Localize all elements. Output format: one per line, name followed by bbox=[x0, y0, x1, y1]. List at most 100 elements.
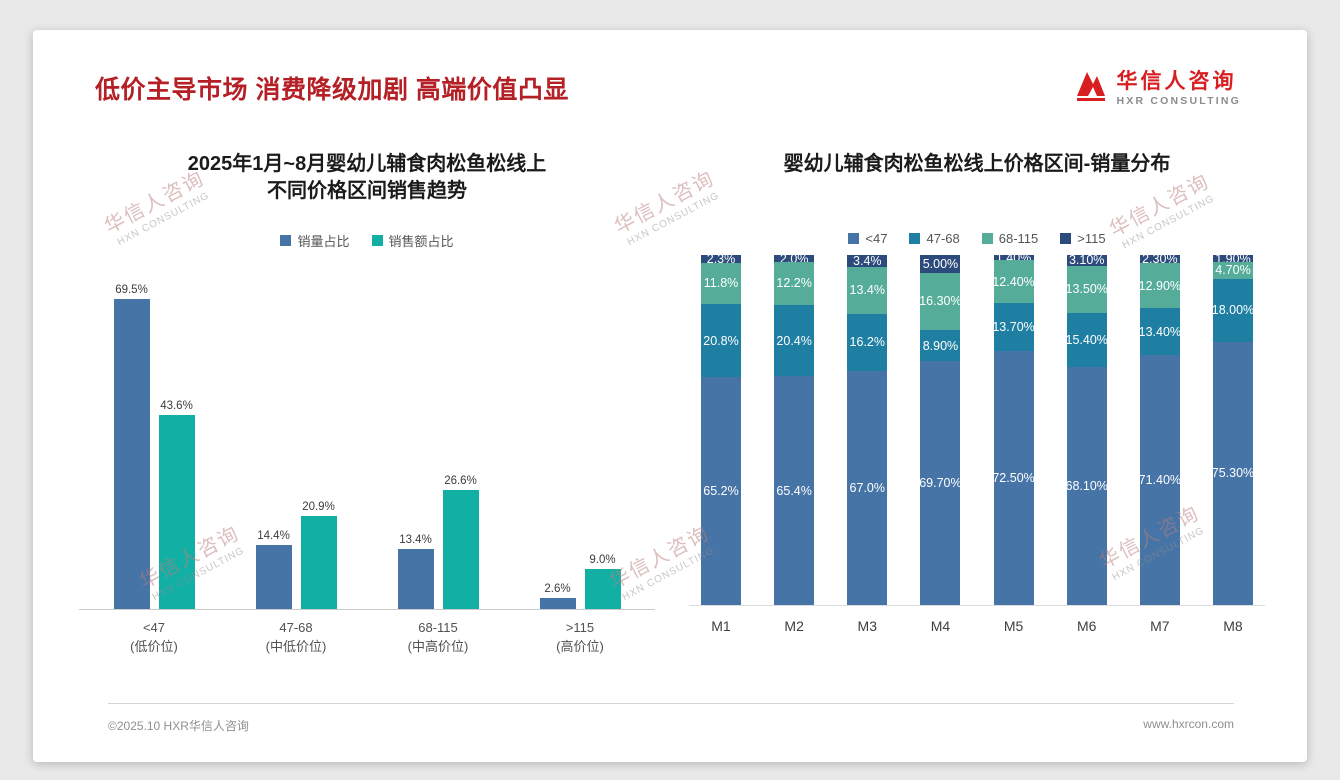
value-label: 2.6% bbox=[544, 582, 571, 595]
axis-label: M6 bbox=[1076, 618, 1097, 635]
stacked-segment: 12.40% bbox=[993, 260, 1034, 304]
logo-subtitle: HXR CONSULTING bbox=[1116, 95, 1241, 108]
axis-label: M5 bbox=[1003, 618, 1024, 635]
segment-value-label: 13.40% bbox=[1139, 324, 1180, 339]
bar bbox=[539, 597, 576, 610]
stacked-bar: 5.00% 16.30% 8.90% 69.70% bbox=[920, 255, 961, 606]
stacked-bar: 3.10% 13.50% 15.40% 68.10% bbox=[1066, 254, 1107, 606]
value-label: 26.6% bbox=[444, 475, 477, 488]
axis-label: M8 bbox=[1223, 618, 1243, 635]
stacked-segment: 18.00% bbox=[1212, 278, 1253, 342]
legend-left: 销量占比 销售额占比 bbox=[79, 231, 655, 250]
legend-right: <47 47-68 68-115 >115 bbox=[689, 231, 1265, 246]
segment-value-label: 65.2% bbox=[703, 484, 739, 498]
legend-swatch bbox=[280, 235, 292, 247]
value-label: 69.5% bbox=[115, 284, 148, 297]
chart-title-left-line1: 2025年1月~8月婴幼儿辅食肉松鱼松线上 bbox=[187, 153, 547, 176]
logo-icon bbox=[1073, 70, 1107, 107]
bar-wrap: 14.4% bbox=[255, 529, 292, 610]
stacked-bar-chart: 婴幼儿辅食肉松鱼松线上价格区间-销量分布 <47 47-68 68-115 >115 … bbox=[689, 133, 1265, 657]
bar-group: 69.5% 43.6% bbox=[83, 284, 225, 610]
value-label: 43.6% bbox=[160, 399, 193, 412]
legend-swatch bbox=[371, 235, 383, 247]
stacked-segment: 69.70% bbox=[920, 361, 961, 606]
stacked-segment: 67.0% bbox=[847, 370, 888, 606]
stacked-segment: 3.10% bbox=[1066, 254, 1107, 268]
axis-label: <47 (低价位) bbox=[83, 619, 225, 657]
stacked-bar: 2.30% 12.90% 13.40% 71.40% bbox=[1139, 255, 1180, 606]
legend-swatch bbox=[848, 233, 860, 245]
value-label: 13.4% bbox=[399, 534, 432, 547]
legend-label: <47 bbox=[865, 231, 888, 247]
bar-wrap: 20.9% bbox=[300, 500, 337, 610]
legend-label: >115 bbox=[1077, 231, 1106, 247]
chart-title-left-line2: 不同价格区间销售趋势 bbox=[267, 180, 467, 203]
legend-label: 68-115 bbox=[998, 231, 1039, 247]
header: 低价主导市场 消费降级加剧 高端价值凸显 华信人咨询 HXR CONSULTIN… bbox=[33, 30, 1307, 107]
segment-value-label: 13.4% bbox=[849, 283, 886, 298]
segment-value-label: 1.90% bbox=[1215, 255, 1251, 266]
stacked-segment: 5.00% bbox=[920, 255, 961, 273]
bar-wrap: 69.5% bbox=[113, 284, 150, 610]
footer-website: www.hxrcon.com bbox=[1143, 717, 1234, 731]
segment-value-label: 72.50% bbox=[993, 471, 1034, 486]
stacked-segment: 16.30% bbox=[920, 272, 961, 331]
axis-label: 47-68 (中低价位) bbox=[225, 619, 367, 657]
segment-value-label: 2.0% bbox=[779, 255, 809, 266]
legend-item: 销售额占比 bbox=[371, 231, 454, 250]
stacked-segment: 75.30% bbox=[1212, 341, 1253, 606]
axis-label-sub: (高价位) bbox=[556, 638, 604, 654]
stacked-bar: 3.4% 13.4% 16.2% 67.0% bbox=[847, 255, 888, 606]
stacked-segment: 65.2% bbox=[701, 376, 741, 606]
charts-area: 2025年1月~8月婴幼儿辅食肉松鱼松线上 不同价格区间销售趋势 销量占比 销售额… bbox=[33, 107, 1307, 657]
segment-value-label: 68.10% bbox=[1066, 478, 1107, 493]
segment-value-label: 71.40% bbox=[1139, 473, 1180, 488]
segment-value-label: 3.4% bbox=[853, 255, 882, 269]
stacked-segment: 15.40% bbox=[1066, 312, 1107, 367]
bar bbox=[584, 568, 621, 610]
segment-value-label: 67.0% bbox=[849, 480, 886, 495]
legend-item: 销量占比 bbox=[280, 231, 350, 250]
legend-item: <47 bbox=[848, 231, 887, 246]
bar bbox=[397, 549, 434, 610]
stacked-segment: 2.3% bbox=[701, 254, 741, 266]
chart-title-left: 2025年1月~8月婴幼儿辅食肉松鱼松线上 不同价格区间销售趋势 bbox=[79, 151, 655, 207]
stacked-segment: 4.70% bbox=[1212, 262, 1253, 279]
legend-item: >115 bbox=[1060, 231, 1106, 247]
legend-swatch bbox=[909, 233, 921, 245]
legend-label: 销售额占比 bbox=[388, 234, 454, 250]
axis-label-category: 47-68 bbox=[279, 620, 313, 636]
stacked-segment: 1.90% bbox=[1212, 255, 1253, 266]
slide-card: 华信人咨询 HXN CONSULTING 华信人咨询 HXN CONSULTIN… bbox=[33, 30, 1307, 762]
stacked-segment: 71.40% bbox=[1139, 355, 1180, 606]
stacked-segment: 13.40% bbox=[1139, 308, 1180, 356]
stacked-segment: 13.50% bbox=[1066, 265, 1107, 313]
segment-value-label: 2.30% bbox=[1142, 255, 1178, 267]
segment-value-label: 16.30% bbox=[920, 294, 961, 309]
grouped-bar-plot: 69.5% 43.6% 14.4% 20.9% 13.4% 26.6% 2.6% 9.0% bbox=[79, 264, 655, 611]
bar-wrap: 9.0% bbox=[584, 554, 621, 610]
stacked-segment: 11.8% bbox=[701, 262, 741, 305]
bar-wrap: 43.6% bbox=[158, 399, 195, 610]
axis-label: M2 bbox=[784, 618, 804, 635]
segment-value-label: 16.2% bbox=[849, 335, 886, 350]
x-axis-labels-right: M1 M2 M3 M4 M5 M6 M7 M8 bbox=[689, 618, 1265, 634]
legend-swatch bbox=[981, 233, 993, 245]
stacked-bar: 1.90% 4.70% 18.00% 75.30% bbox=[1212, 255, 1253, 606]
page-title: 低价主导市场 消费降级加剧 高端价值凸显 bbox=[95, 76, 569, 104]
bar-group: 14.4% 20.9% bbox=[225, 500, 367, 610]
bar bbox=[300, 515, 337, 610]
bar-group: 13.4% 26.6% bbox=[367, 475, 509, 610]
value-label: 14.4% bbox=[257, 529, 290, 542]
stacked-bar: 1.40% 12.40% 13.70% 72.50% bbox=[993, 255, 1034, 606]
x-axis-labels-left: <47 (低价位) 47-68 (中低价位) 68-115 (中高价位) >115 (高价位) bbox=[79, 619, 655, 657]
axis-label-sub: (低价位) bbox=[130, 638, 178, 654]
axis-label: 68-115 (中高价位) bbox=[367, 619, 509, 657]
value-label: 20.9% bbox=[302, 500, 335, 513]
segment-value-label: 4.70% bbox=[1215, 263, 1251, 278]
bar bbox=[255, 544, 292, 610]
bar-wrap: 13.4% bbox=[397, 534, 434, 610]
stacked-segment: 12.90% bbox=[1139, 263, 1180, 309]
segment-value-label: 3.10% bbox=[1068, 254, 1105, 268]
